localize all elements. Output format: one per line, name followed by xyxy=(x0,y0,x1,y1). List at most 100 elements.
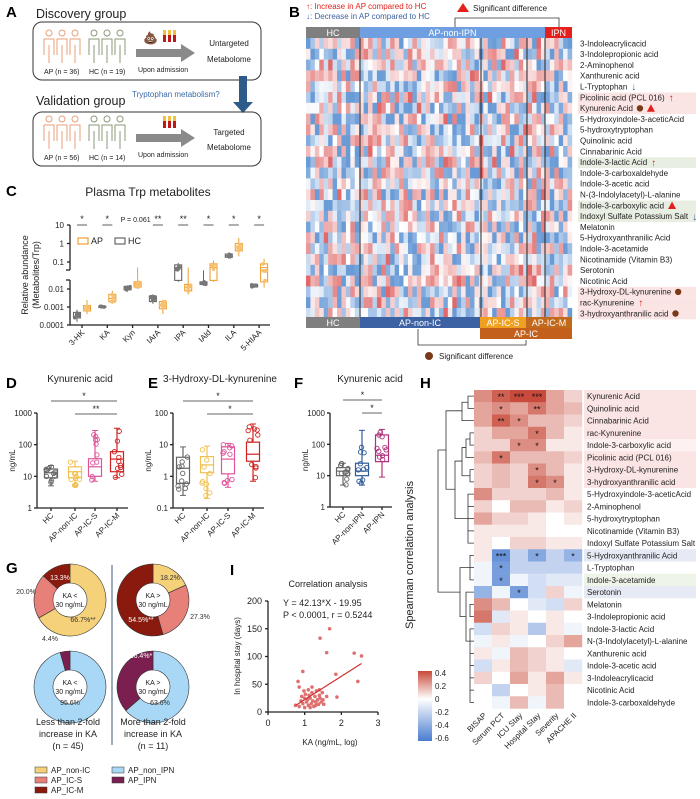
heatmap-cell xyxy=(470,81,475,93)
heatmap-cell xyxy=(505,135,511,147)
heatmap-cell xyxy=(487,135,493,147)
row-label: Indole-3-carboxylic acid xyxy=(587,441,671,450)
heatmap-cell xyxy=(439,70,444,82)
heatmap-cell xyxy=(487,275,493,287)
sig-circle-label: Significant difference xyxy=(439,352,514,361)
heatmap-cell xyxy=(345,124,351,136)
y-axis-label: ng/mL xyxy=(144,449,153,472)
data-point xyxy=(315,697,320,702)
heatmap-cell xyxy=(390,48,395,60)
heatmap-cell xyxy=(518,221,524,233)
heatmap-cell xyxy=(554,59,559,71)
heatmap-cell xyxy=(403,81,409,93)
row-highlight xyxy=(584,549,696,562)
row-label: 5-Hydroxyindole-3-aceticAcid xyxy=(580,115,684,124)
heatmap-cell xyxy=(452,59,457,71)
heatmap-cell xyxy=(514,102,519,114)
heatmap-cell xyxy=(465,264,471,276)
heatmap-cell xyxy=(323,254,329,265)
donut-center-label: 30 ng/mL xyxy=(138,602,167,609)
heatmap-cell xyxy=(376,254,382,265)
heatmap-cell xyxy=(510,451,529,464)
heatmap-cell xyxy=(341,124,347,136)
heatmap-cell xyxy=(496,232,502,244)
heatmap-cell xyxy=(416,135,422,147)
significance-star: ** xyxy=(497,417,505,427)
data-point xyxy=(376,454,383,460)
heatmap-cell xyxy=(456,275,462,287)
heatmap-cell xyxy=(328,200,333,211)
row-label: Nicotinamide (Vitamin B3) xyxy=(587,527,680,536)
heatmap-cell xyxy=(421,92,426,103)
data-point xyxy=(254,427,260,433)
row-label: Indoxyl Sulfate Potassium Salt xyxy=(580,212,689,221)
heatmap-cell xyxy=(528,402,547,415)
heatmap-cell xyxy=(470,264,475,276)
heatmap-cell xyxy=(390,102,395,114)
heatmap-cell xyxy=(416,254,422,265)
heatmap-cell xyxy=(514,286,519,298)
heatmap-cell xyxy=(496,38,502,49)
heatmap-cell xyxy=(385,200,391,211)
heatmap-cell xyxy=(425,92,431,103)
heatmap-cell xyxy=(359,200,364,211)
heatmap-cell xyxy=(354,48,360,60)
heatmap-cell xyxy=(564,561,583,574)
heatmap-cell xyxy=(350,200,355,211)
heatmap-cell xyxy=(430,221,435,233)
row-highlight xyxy=(584,463,696,476)
heatmap-cell xyxy=(501,297,506,309)
heatmap-cell xyxy=(509,124,515,136)
heatmap-cell xyxy=(372,254,378,265)
heatmap-cell xyxy=(549,48,555,60)
heatmap-cell xyxy=(381,232,386,244)
heatmap-cell xyxy=(483,156,488,168)
data-point xyxy=(324,694,329,699)
heatmap-cell xyxy=(306,308,311,319)
person-icon xyxy=(71,29,79,37)
heatmap-cell xyxy=(518,124,524,136)
heatmap-cell xyxy=(545,210,551,222)
heatmap-cell xyxy=(399,243,404,255)
heatmap-cell xyxy=(328,178,333,190)
data-point xyxy=(227,451,233,457)
heatmap-cell xyxy=(376,146,382,157)
heatmap-cell xyxy=(492,659,511,672)
heatmap-cell xyxy=(474,573,493,587)
heatmap-cell xyxy=(487,308,493,319)
heatmap-cell xyxy=(394,102,400,114)
heatmap-cell xyxy=(363,254,369,265)
heatmap-cell xyxy=(549,200,555,211)
heatmap-cell xyxy=(461,124,466,136)
heatmap-cell xyxy=(554,210,559,222)
heatmap-cell xyxy=(470,232,475,244)
heatmap-cell xyxy=(532,135,537,147)
heatmap-cell xyxy=(341,167,347,179)
heatmap-cell xyxy=(536,210,542,222)
heatmap-cell xyxy=(492,524,511,538)
caption: More than 2-fold xyxy=(120,717,186,727)
heatmap-cell xyxy=(368,124,373,136)
heatmap-cell xyxy=(540,81,546,93)
heatmap-cell xyxy=(474,414,493,427)
heatmap-cell xyxy=(310,59,316,71)
heatmap-cell xyxy=(332,286,338,298)
heatmap-cell xyxy=(474,232,480,244)
heatmap-cell xyxy=(487,200,493,211)
heatmap-cell xyxy=(563,200,568,211)
dendrogram-branch xyxy=(469,603,474,618)
heatmap-cell xyxy=(549,210,555,222)
heatmap-cell xyxy=(514,275,519,287)
heatmap-cell xyxy=(376,232,382,244)
x-tick-label: 3 xyxy=(375,718,380,728)
heatmap-cell xyxy=(532,308,537,319)
heatmap-cell xyxy=(532,275,537,287)
heatmap-cell xyxy=(461,189,466,201)
heatmap-cell xyxy=(403,102,409,114)
heatmap-cell xyxy=(514,146,519,157)
heatmap-cell xyxy=(306,167,311,179)
y-tick-label: 0.001 xyxy=(44,303,65,312)
heatmap-cell xyxy=(514,221,519,233)
heatmap-cell xyxy=(434,113,440,125)
pie-slice xyxy=(33,650,107,724)
